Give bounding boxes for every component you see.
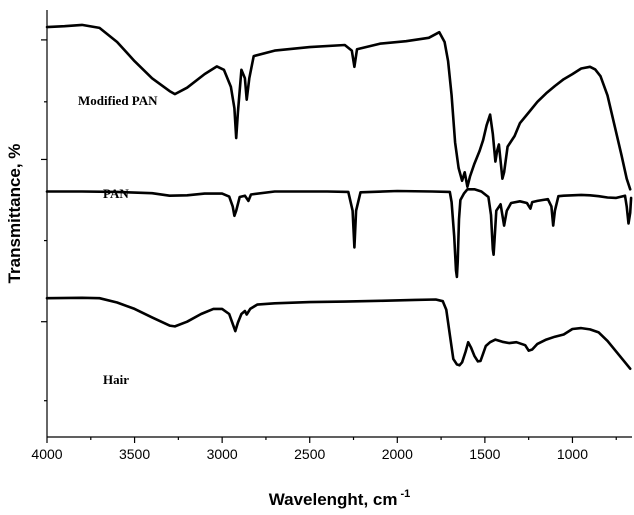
series-line-hair [45, 296, 632, 370]
x-axis-ticks: 4000 3500 3000 2500 2000 1500 1000 [31, 437, 617, 462]
y-axis-ticks [41, 39, 47, 402]
x-tick-label: 1500 [469, 446, 500, 462]
series-line-pan [45, 188, 633, 279]
x-tick-label: 4000 [31, 446, 62, 462]
series-group [45, 23, 633, 370]
series-label-modified-pan: Modified PAN [78, 93, 158, 108]
series-labels: Modified PAN PAN Hair [78, 93, 158, 387]
series-label-pan: PAN [103, 186, 129, 201]
x-tick-label: 3000 [207, 446, 238, 462]
x-tick-label: 2000 [382, 446, 413, 462]
x-tick-label: 2500 [294, 446, 325, 462]
series-label-hair: Hair [103, 372, 129, 387]
y-axis-title: Transmittance, % [5, 144, 24, 284]
x-tick-label: 1000 [557, 446, 588, 462]
x-axis-title: Wavelenght, cm -1 [269, 488, 411, 509]
x-tick-label: 3500 [119, 446, 150, 462]
series-line-modified-pan [45, 23, 632, 191]
